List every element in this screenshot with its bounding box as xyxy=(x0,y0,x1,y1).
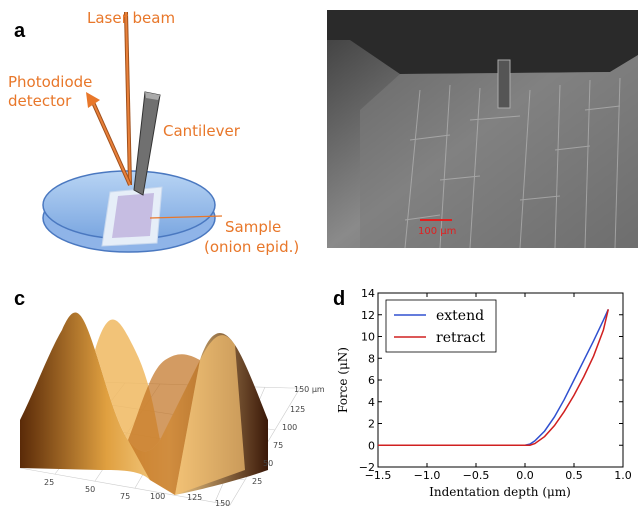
scale-bar-label: 100 µm xyxy=(418,226,456,237)
x-tick-label: 1.0 xyxy=(614,469,632,482)
y-tick-label: 0 xyxy=(368,439,375,452)
tick-label: 100 xyxy=(282,423,297,432)
y-tick-label: 8 xyxy=(368,352,375,365)
tick-label: 25 xyxy=(44,478,54,487)
label: Laser beam xyxy=(87,9,175,27)
y-tick-label: 2 xyxy=(368,418,375,431)
y-tick-label: 12 xyxy=(361,309,375,322)
y-tick-label: 6 xyxy=(368,374,375,387)
y-tick-label: 14 xyxy=(361,287,375,300)
label: detector xyxy=(8,92,72,110)
tick-label: 75 xyxy=(120,492,130,501)
tick-label: 25 xyxy=(252,477,262,486)
tick-label: 150 µm xyxy=(294,385,325,394)
panel-label: a xyxy=(14,20,26,42)
panel-label: c xyxy=(14,288,25,310)
label: Cantilever xyxy=(163,122,241,140)
y-tick-label: 10 xyxy=(361,331,375,344)
x-axis-label: Indentation depth (μm) xyxy=(429,485,571,499)
legend-label: retract xyxy=(436,330,485,346)
label: Photodiode xyxy=(8,73,92,91)
y-axis-label: Force (μN) xyxy=(336,347,350,413)
panel-label: d xyxy=(333,288,345,310)
y-tick-label: 4 xyxy=(368,396,375,409)
x-tick-label: 0.0 xyxy=(516,469,534,482)
tick-label: 50 xyxy=(85,485,95,494)
label: Sample xyxy=(225,218,281,236)
tick-label: 100 xyxy=(150,492,165,501)
legend-label: extend xyxy=(436,308,484,324)
y-tick-label: −2 xyxy=(359,461,375,474)
x-tick-label: −0.5 xyxy=(463,469,490,482)
figure: a b c d Laser beam Photodiode detector C… xyxy=(0,0,638,506)
tick-label: 75 xyxy=(273,441,283,450)
tick-label: 50 xyxy=(263,459,273,468)
tick-label: 125 xyxy=(187,493,202,502)
x-tick-label: −1.0 xyxy=(414,469,441,482)
tick-label: 150 xyxy=(215,499,230,506)
microscope-image xyxy=(327,10,638,248)
force-curve-chart: Indentation depth (μm) Force (μN) −1.5−1… xyxy=(336,287,632,499)
tick-label: 125 xyxy=(290,405,305,414)
x-tick-label: 0.5 xyxy=(565,469,583,482)
label: (onion epid.) xyxy=(204,238,299,256)
